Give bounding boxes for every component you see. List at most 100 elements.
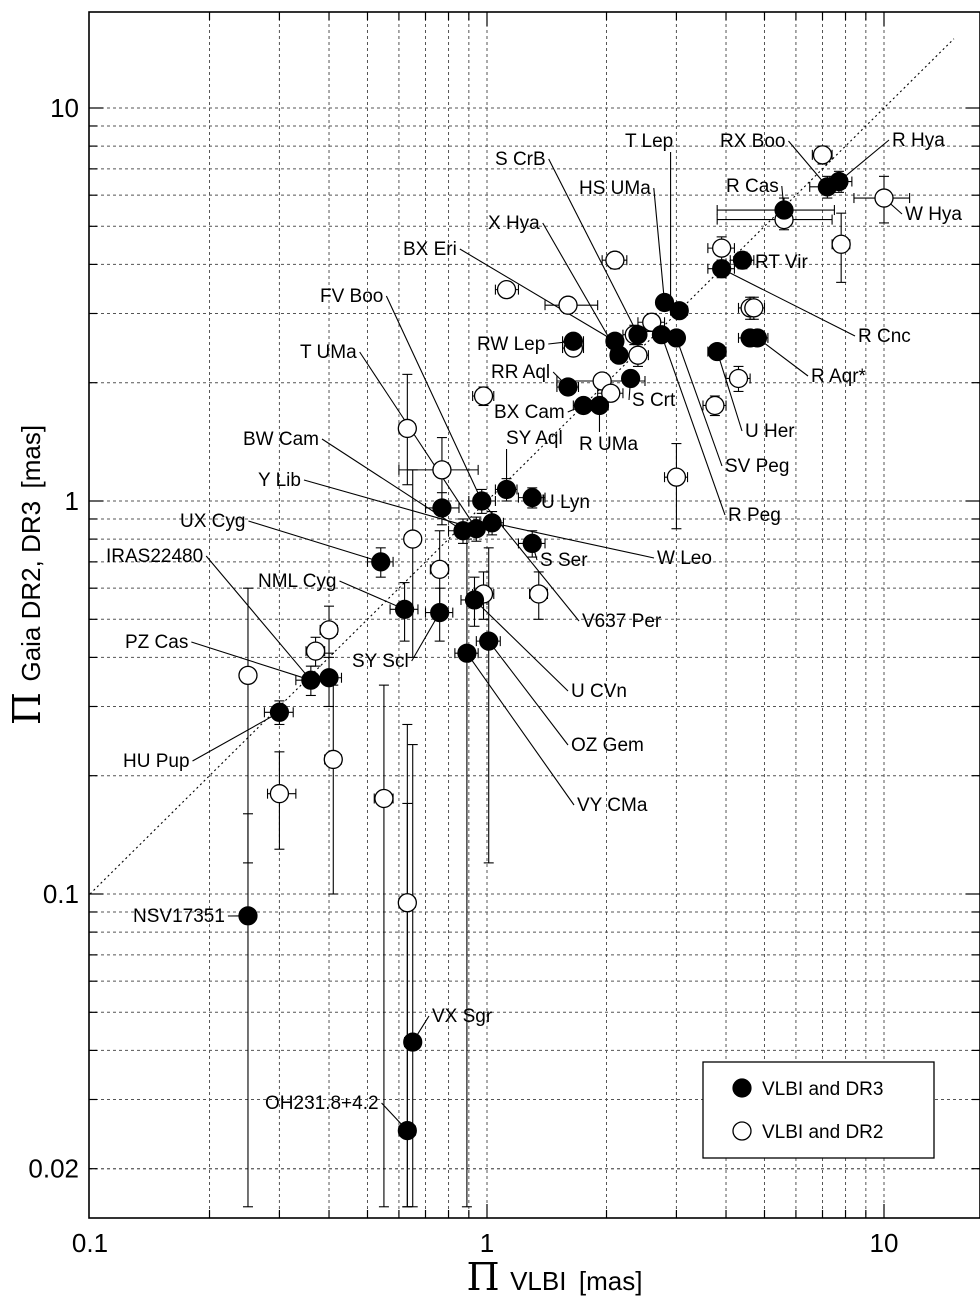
legend-label-dr3: VLBI and DR3 — [762, 1079, 883, 1100]
point-dr3 — [628, 325, 648, 345]
point-label: BW Cam — [243, 429, 319, 450]
label-leader — [663, 342, 726, 516]
y-axis-unit: [mas] — [16, 425, 46, 489]
point-dr2 — [605, 250, 625, 270]
label-leader — [205, 555, 306, 674]
point-dr2 — [319, 620, 339, 640]
point-label: NML Cyg — [258, 571, 336, 592]
point-dr2 — [712, 238, 732, 258]
legend-box — [702, 1061, 935, 1159]
point-dr2 — [705, 395, 725, 416]
point-label: Y Lib — [258, 470, 301, 491]
point-label: R Cnc — [858, 326, 911, 347]
point-label: BX Cam — [494, 402, 565, 423]
point-dr3 — [522, 533, 542, 554]
point-label: HU Pup — [123, 751, 190, 772]
label-leader — [359, 351, 472, 522]
point-label: RT Vir — [755, 252, 808, 273]
point-dr3 — [394, 599, 415, 619]
label-leader — [890, 203, 903, 215]
point-dr2 — [238, 665, 258, 686]
label-leader — [339, 580, 397, 607]
label-leader — [381, 1102, 402, 1125]
point-dr3 — [319, 668, 339, 688]
label-leader — [192, 716, 272, 762]
label-leader — [719, 360, 743, 432]
point-dr3 — [654, 292, 675, 313]
point-label: SV Peg — [725, 456, 789, 477]
point-label: VY CMa — [577, 795, 648, 816]
point-dr3 — [829, 171, 849, 192]
point-dr3 — [269, 702, 290, 722]
label-leader — [191, 641, 303, 678]
point-label: T UMa — [300, 342, 357, 363]
series-dr3 — [238, 171, 849, 1141]
point-dr3 — [609, 345, 629, 365]
label-leader — [653, 187, 665, 294]
point-label: X Hya — [488, 213, 540, 234]
legend-label-dr2: VLBI and DR2 — [762, 1122, 883, 1143]
point-label: RX Boo — [720, 131, 785, 152]
label-leader — [788, 140, 822, 181]
point-dr2 — [496, 279, 517, 300]
point-label: R Aqr* — [811, 366, 867, 387]
label-leader — [459, 248, 608, 338]
point-dr2 — [397, 893, 417, 913]
x-axis-symbol: Π — [467, 1255, 500, 1297]
point-label: SY Aql — [506, 428, 563, 449]
grid — [89, 12, 980, 1218]
point-label: VX Sgr — [432, 1006, 493, 1027]
point-dr3 — [563, 331, 583, 351]
point-dr3 — [621, 368, 641, 389]
point-dr3 — [432, 498, 452, 518]
point-label: BX Eri — [403, 239, 457, 260]
label-leader — [548, 158, 635, 327]
point-dr3 — [732, 250, 753, 270]
annotation-leaders — [191, 139, 903, 1125]
point-dr2 — [432, 460, 452, 480]
point-label: RW Lep — [477, 334, 545, 355]
point-dr2 — [403, 529, 423, 549]
point-dr2 — [874, 188, 894, 208]
point-label: W Hya — [905, 204, 962, 225]
point-label: RR Aql — [491, 362, 550, 383]
point-label: S Crt — [632, 390, 676, 411]
point-dr3 — [238, 906, 258, 926]
y-tick-label: 1 — [65, 486, 79, 516]
label-leader — [248, 520, 373, 560]
point-dr2 — [529, 584, 549, 604]
legend-marker-dr2 — [732, 1121, 752, 1141]
point-label: OZ Gem — [571, 735, 644, 756]
point-dr3 — [669, 301, 689, 321]
label-leader — [303, 479, 468, 527]
label-leader — [385, 295, 479, 494]
label-leader — [678, 346, 723, 467]
x-axis-unit: [mas] — [579, 1266, 643, 1296]
point-dr2 — [430, 559, 450, 580]
point-dr2 — [558, 295, 578, 315]
point-dr3 — [430, 603, 450, 623]
point-dr3 — [666, 328, 687, 348]
label-leader — [567, 408, 576, 413]
point-dr2 — [323, 749, 343, 770]
x-axis-sub: VLBI — [510, 1266, 566, 1296]
point-label: R Hya — [892, 130, 945, 151]
annotation-labels: T Lep RX Boo R Hya S CrB HS UMa R Cas W Hya X H… — [106, 130, 962, 1114]
y-axis-sub: Gaia DR2, DR3 — [16, 501, 46, 682]
point-dr2 — [628, 345, 648, 365]
point-dr3 — [707, 341, 727, 362]
point-dr3 — [482, 513, 502, 533]
legend-marker-dr3 — [732, 1078, 752, 1098]
label-leader — [500, 524, 655, 559]
point-label: S Ser — [540, 550, 588, 571]
point-dr3 — [774, 200, 794, 220]
point-dr2 — [374, 788, 394, 809]
x-axis-label: Π VLBI [mas] — [467, 1255, 643, 1297]
point-label: R Cas — [726, 176, 779, 197]
point-label: S CrB — [495, 149, 546, 170]
y-axis-label: Π Gaia DR2, DR3 [mas] — [5, 425, 49, 725]
legend: VLBI and DR3 VLBI and DR2 — [702, 1061, 935, 1159]
point-label: NSV17351 — [133, 906, 225, 927]
label-leader — [729, 272, 856, 337]
